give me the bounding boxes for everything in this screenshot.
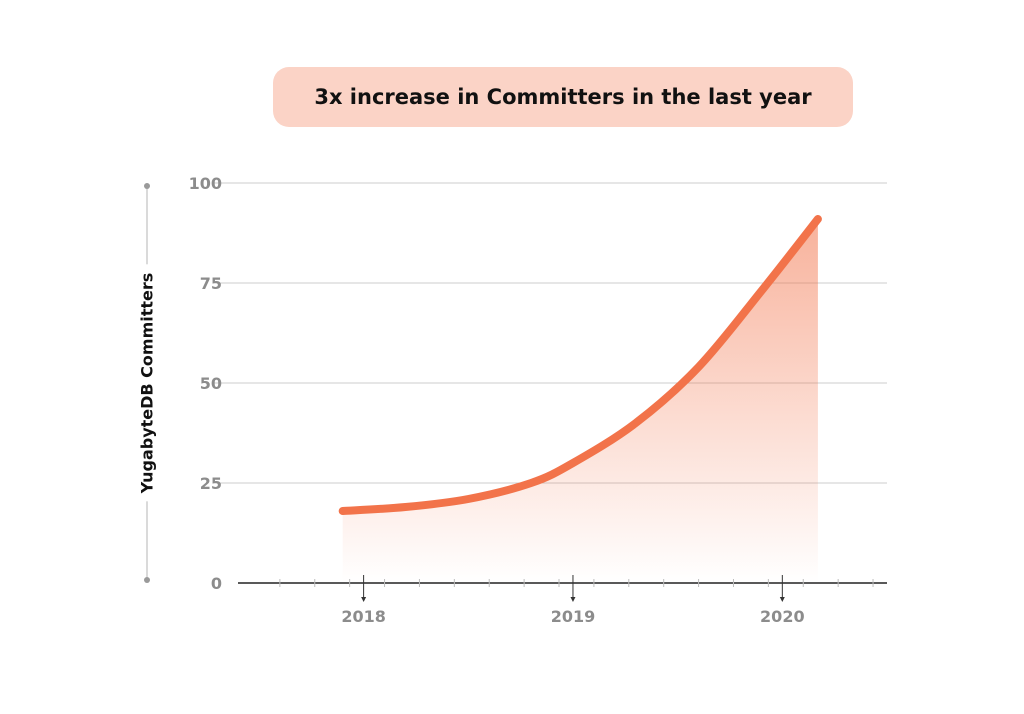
x-tick-arrow (779, 597, 785, 602)
y-tick-label: 50 (200, 374, 222, 393)
x-tick-arrow (570, 597, 576, 602)
x-tick-arrow (361, 597, 367, 602)
y-tick-label: 75 (200, 274, 222, 293)
y-tick-label: 25 (200, 474, 222, 493)
y-tick-label: 100 (189, 174, 222, 193)
chart-title: 3x increase in Committers in the last ye… (314, 85, 812, 109)
y-tick-label: 0 (211, 574, 222, 593)
chart-title-banner: 3x increase in Committers in the last ye… (273, 67, 853, 127)
y-axis-label: YugabyteDB Committers (137, 264, 157, 502)
y-axis-rail-dot-bottom (144, 577, 150, 583)
series-line (338, 215, 822, 515)
x-tick-label: 2019 (551, 607, 596, 626)
x-tick-label: 2018 (341, 607, 386, 626)
area-fill (342, 219, 818, 583)
y-axis-rail-dot-top (144, 183, 150, 189)
x-tick-label: 2020 (760, 607, 805, 626)
